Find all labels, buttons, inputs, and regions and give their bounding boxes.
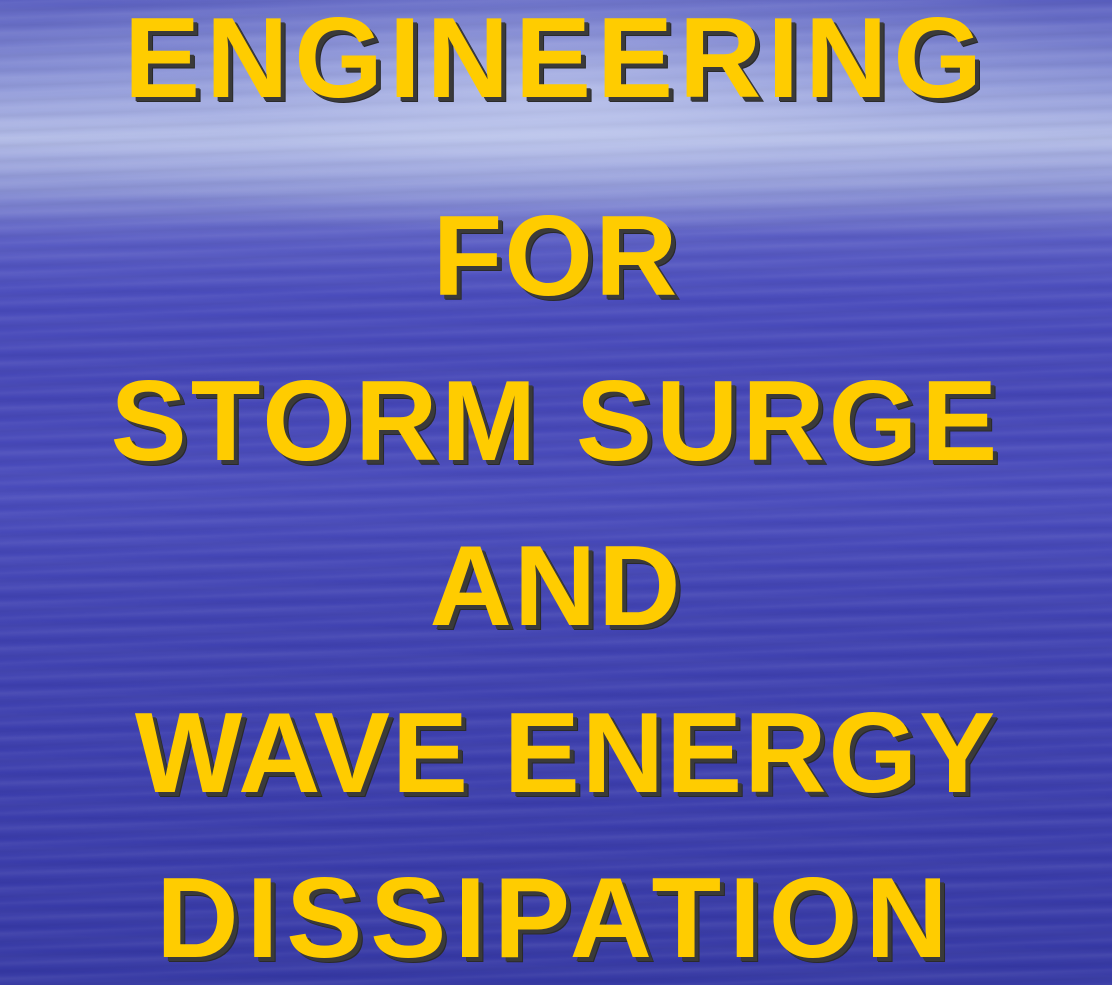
title-line-6: DISSIPATION: [156, 855, 956, 982]
title-line-5: WAVE ENERGY: [134, 690, 998, 817]
title-line-3: STORM SURGE: [110, 358, 1002, 485]
title-line-4: AND: [429, 523, 683, 650]
title-line-2: FOR: [432, 193, 680, 320]
horizon-haze: [0, 0, 1112, 230]
title-line-1: ENGINEERING: [123, 0, 989, 122]
